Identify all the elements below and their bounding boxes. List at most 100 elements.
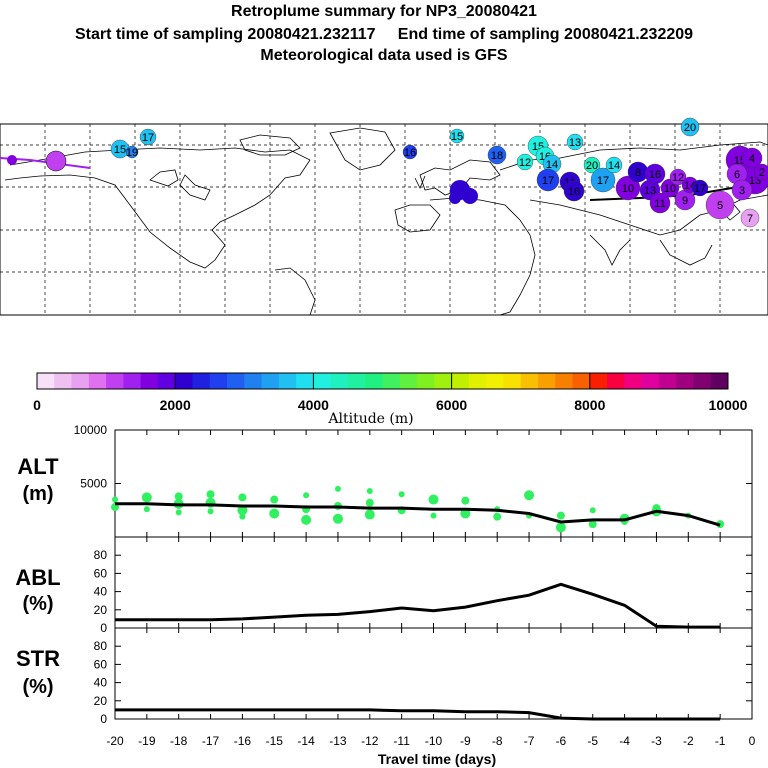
colorbar-cell: [330, 373, 349, 389]
plume-day-label: 13: [644, 185, 656, 197]
colorbar-cell: [451, 373, 470, 389]
colorbar-cell: [555, 373, 574, 389]
cluster-point: [174, 492, 183, 501]
cluster-point: [555, 522, 566, 533]
cluster-point: [206, 490, 215, 499]
plume-day-label: 16: [404, 147, 416, 159]
colorbar-cell: [244, 373, 263, 389]
panel-unit: (%): [22, 593, 53, 615]
plume-day-label: 3: [739, 185, 745, 197]
plume-cluster: [583, 156, 601, 174]
plume-cluster: [705, 190, 735, 220]
colorbar-cell: [486, 373, 504, 389]
colorbar-cell: [192, 373, 211, 389]
colorbar-cell: [227, 373, 245, 389]
plume-day-label: 15: [451, 131, 463, 143]
colorbar-cell: [157, 373, 176, 389]
plume-cluster: [402, 144, 418, 160]
x-tick-label: -2: [683, 734, 694, 748]
plume-cluster: [590, 167, 616, 193]
cluster-point: [589, 507, 596, 514]
x-tick-label: -17: [202, 734, 220, 748]
colorbar-label: Altitude (m): [327, 411, 413, 427]
cluster-point: [364, 509, 375, 520]
sampling-times: Start time of sampling 20080421.232117 E…: [74, 26, 694, 43]
x-tick-label: -16: [234, 734, 252, 748]
plume-day-label: 9: [682, 195, 688, 207]
panel-alt: 10000 5000 ALT (m): [17, 423, 753, 538]
colorbar-cell: [347, 373, 366, 389]
y-tick-label: 80: [94, 639, 108, 653]
x-tick-label: -11: [393, 734, 410, 748]
cluster-point: [301, 514, 312, 525]
plume-cluster: [566, 133, 584, 151]
cluster-point: [398, 491, 405, 498]
cluster-point: [141, 492, 152, 503]
colorbar-cell: [399, 373, 418, 389]
plume-cluster: [644, 163, 666, 185]
colorbar-cell: [209, 373, 228, 389]
colorbar-cell: [37, 373, 55, 389]
colorbar-tick-label: 10000: [709, 397, 748, 413]
panel-frame: [114, 429, 753, 538]
plume-day-label: 4: [749, 153, 755, 165]
x-tick-label: -7: [524, 734, 535, 748]
plume-day-label: 12: [672, 172, 684, 184]
colorbar-cell: [365, 373, 383, 389]
y-tick-label: 10000: [74, 423, 108, 437]
colorbar-cell: [693, 373, 712, 389]
panel-frame: [114, 627, 753, 720]
cluster-point: [175, 509, 182, 516]
colorbar-cell: [71, 373, 90, 389]
x-tick-label: -8: [492, 734, 503, 748]
cluster-point: [112, 496, 118, 503]
colorbar-cell: [641, 373, 660, 389]
plume-cluster: [753, 163, 768, 181]
cluster-point: [270, 495, 279, 504]
series-line: [115, 708, 721, 721]
plume-day-label: 15: [114, 144, 126, 156]
plume-day-label: 10: [664, 183, 676, 195]
chart-title: Retroplume summary for NP3_20080421: [231, 3, 537, 20]
colorbar-cell: [710, 373, 729, 389]
plume-cluster: [536, 168, 560, 192]
colorbar-cell: [296, 373, 314, 389]
plume-cluster: [669, 168, 687, 186]
cluster-point: [365, 498, 374, 507]
plume-day-label: 18: [491, 150, 503, 162]
plume-clusters: 1715191615181516121417111316201714108131…: [7, 117, 768, 228]
cluster-point: [556, 511, 565, 520]
altitude-colorbar: 0 2000 4000 6000 8000 10000 Altitude (m): [33, 372, 748, 427]
x-tick-label: -15: [266, 734, 284, 748]
plume-cluster: [516, 153, 534, 171]
x-tick-label: 0: [749, 734, 756, 748]
panel-label: ABL: [15, 565, 60, 590]
cluster-point: [366, 487, 373, 494]
x-tick-label: -4: [619, 734, 630, 748]
colorbar-cell: [417, 373, 435, 389]
plume-day-label: 10: [622, 183, 634, 195]
y-tick-label: 20: [94, 603, 108, 617]
y-tick-label: 5000: [80, 477, 107, 491]
plume-cluster: [680, 117, 700, 137]
plume-cluster: [731, 179, 753, 201]
plume-day-label: 11: [654, 198, 665, 210]
colorbar-cell: [54, 373, 73, 389]
colorbar-cell: [278, 373, 297, 389]
plume-day-label: 17: [142, 132, 154, 144]
colorbar-cell: [676, 373, 694, 389]
colorbar-tick-label: 6000: [436, 397, 467, 413]
y-tick-label: 40: [94, 676, 108, 690]
y-tick-label: 0: [100, 621, 107, 635]
x-tick-label: -6: [556, 734, 567, 748]
y-tick-label: 0: [100, 712, 107, 726]
plume-cluster: [7, 155, 17, 165]
plume-cluster: [487, 145, 507, 165]
cluster-point: [430, 512, 437, 519]
colorbar-cell: [88, 373, 107, 389]
world-map: 1715191615181516121417111316201714108131…: [0, 117, 768, 316]
x-tick-label: -19: [138, 734, 156, 748]
cluster-point: [239, 513, 246, 520]
y-tick-label: 60: [94, 657, 108, 671]
x-tick-label: -20: [106, 734, 124, 748]
